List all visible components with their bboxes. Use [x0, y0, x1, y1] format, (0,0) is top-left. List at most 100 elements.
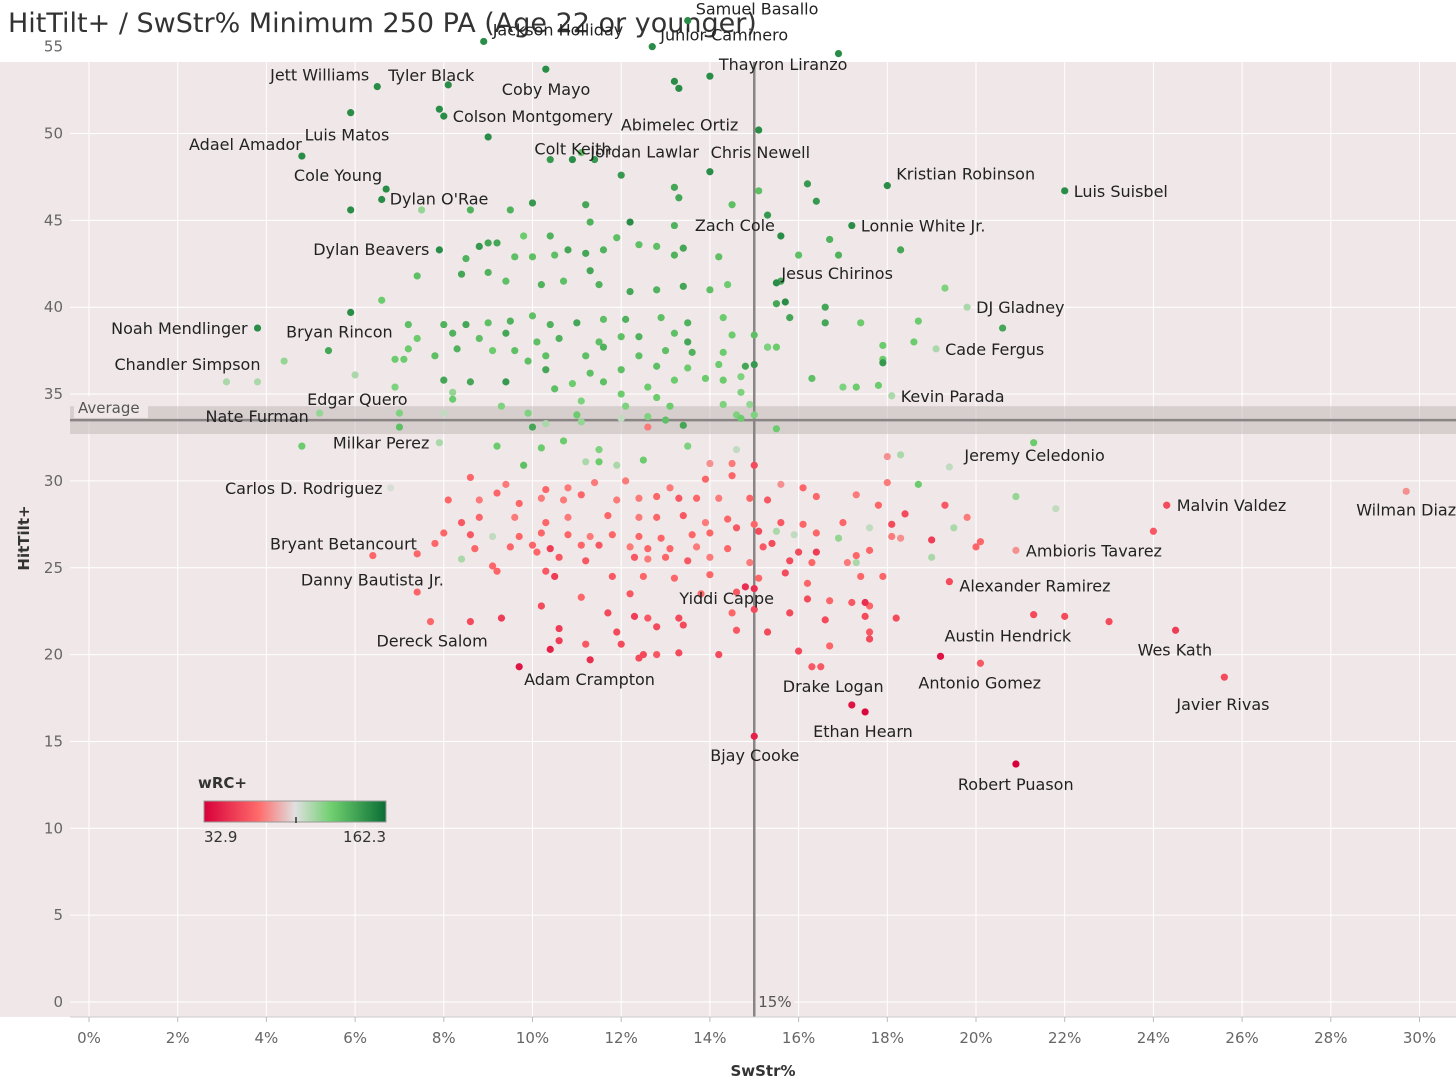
scatter-point	[883, 479, 891, 487]
point-label: Samuel Basallo	[696, 0, 819, 19]
y-tick-label: 55	[44, 38, 63, 56]
scatter-point	[826, 597, 834, 605]
scatter-point	[732, 588, 741, 596]
y-tick-label: 5	[53, 906, 63, 924]
scatter-point-labeled	[817, 663, 825, 671]
scatter-point	[852, 551, 860, 560]
scatter-point	[635, 532, 643, 541]
scatter-point	[449, 388, 457, 396]
scatter-point	[821, 616, 829, 624]
legend-min-label: 32.9	[204, 828, 237, 846]
scatter-point	[688, 531, 696, 539]
scatter-point	[1030, 611, 1038, 619]
scatter-point	[586, 218, 594, 226]
point-label: Jeremy Celedonio	[963, 446, 1104, 465]
scatter-point	[582, 557, 590, 565]
x-tick-label: 30%	[1403, 1029, 1436, 1047]
scatter-point	[440, 320, 448, 329]
scatter-point-labeled	[373, 83, 381, 91]
scatter-point	[475, 242, 483, 251]
scatter-point	[626, 287, 634, 296]
scatter-point	[732, 626, 741, 634]
scatter-point	[515, 499, 523, 508]
scatter-point	[577, 593, 585, 601]
x-tick-label: 18%	[871, 1029, 904, 1047]
scatter-point	[586, 532, 594, 541]
scatter-point	[1012, 492, 1020, 501]
scatter-point	[533, 338, 541, 346]
point-label: Dylan Beavers	[313, 240, 429, 259]
scatter-point	[551, 572, 559, 581]
scatter-point	[865, 524, 874, 532]
scatter-point	[347, 206, 355, 214]
scatter-point-labeled	[426, 617, 435, 626]
scatter-point	[395, 409, 404, 417]
scatter-point	[608, 572, 616, 581]
scatter-point	[528, 312, 537, 320]
point-label: Jordan Lawlar	[589, 143, 699, 162]
scatter-point-labeled	[1012, 760, 1020, 768]
scatter-point	[506, 543, 514, 551]
scatter-point	[506, 317, 514, 325]
scatter-point	[941, 501, 949, 509]
scatter-point-labeled	[706, 72, 714, 80]
scatter-point	[440, 409, 448, 417]
x-tick-label: 12%	[605, 1029, 638, 1047]
point-label: Jett Williams	[269, 66, 369, 85]
point-label: Alexander Ramirez	[959, 577, 1110, 596]
color-legend: wRC+ 32.9 162.3	[198, 774, 387, 846]
scatter-point	[768, 539, 776, 548]
scatter-point	[466, 378, 475, 386]
grid	[70, 46, 1456, 1017]
scatter-point-labeled	[848, 221, 856, 230]
scatter-point	[914, 480, 922, 488]
scatter-point	[657, 534, 665, 542]
point-label: Dereck Salom	[376, 632, 487, 651]
point-label: Antonio Gomez	[918, 673, 1041, 692]
scatter-point	[679, 282, 687, 290]
scatter-point	[577, 418, 585, 426]
scatter-point-labeled	[945, 463, 953, 471]
scatter-point	[435, 105, 443, 113]
scatter-point	[577, 491, 585, 499]
scatter-point	[418, 206, 426, 214]
scatter-point	[511, 513, 519, 521]
x-tick-label: 6%	[343, 1029, 367, 1047]
scatter-point	[706, 168, 714, 176]
scatter-point	[653, 393, 661, 402]
scatter-point	[781, 298, 789, 306]
scatter-point	[617, 414, 625, 422]
scatter-point-labeled	[435, 246, 443, 254]
scatter-point	[564, 531, 572, 539]
scatter-point	[653, 513, 661, 521]
scatter-point	[475, 334, 483, 343]
scatter-point	[542, 518, 550, 527]
x-tick-label: 0%	[77, 1029, 101, 1047]
scatter-point	[719, 400, 727, 409]
scatter-point	[1149, 527, 1157, 535]
scatter-point	[440, 376, 448, 384]
scatter-point	[395, 423, 404, 431]
scatter-point	[644, 555, 652, 563]
point-label: Bjay Cooke	[710, 746, 799, 765]
scatter-point	[670, 77, 679, 85]
scatter-point	[613, 234, 621, 242]
scatter-point	[511, 347, 519, 355]
scatter-point	[657, 314, 665, 322]
scatter-point	[692, 494, 701, 502]
scatter-point	[466, 206, 475, 214]
scatter-point	[599, 343, 608, 351]
scatter-point-labeled	[542, 65, 550, 73]
scatter-point	[488, 532, 497, 541]
swstr-label-bg	[756, 990, 795, 1012]
scatter-point	[888, 532, 896, 541]
scatter-point	[582, 249, 590, 257]
scatter-point	[719, 314, 727, 322]
scatter-point	[493, 442, 501, 450]
point-label: Chris Newell	[711, 143, 810, 162]
scatter-point	[568, 380, 577, 388]
data-points	[222, 16, 1410, 768]
scatter-point-labeled	[347, 308, 355, 317]
scatter-point	[635, 241, 643, 249]
scatter-point	[493, 567, 501, 575]
